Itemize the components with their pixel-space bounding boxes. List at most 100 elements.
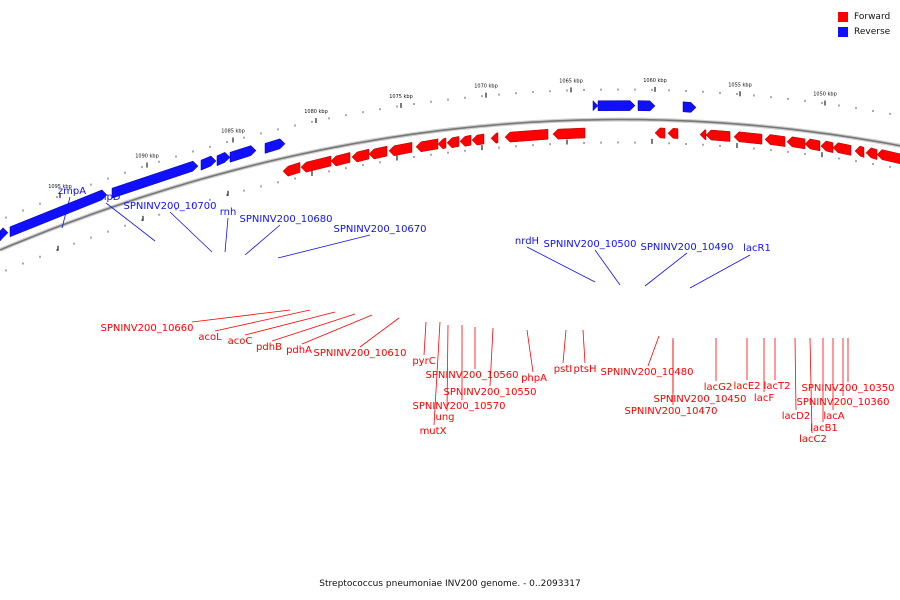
leader-line: [224, 217, 229, 253]
gene-label: lacA: [823, 411, 844, 422]
gene-arrow: [446, 136, 460, 149]
gene-arrow: [368, 145, 388, 160]
legend-item-forward: Forward: [838, 9, 890, 24]
gene-arrow: [865, 147, 878, 160]
leader-line: [446, 324, 449, 412]
gene-arrow: [637, 100, 656, 112]
gene-label: SPNINV200_10480: [600, 367, 693, 378]
gene-label: rnh: [220, 207, 237, 218]
gene-label: pdhB: [256, 342, 282, 353]
gene-label: SPNINV200_10470: [624, 406, 717, 417]
gene-label: SPNINV200_10500: [543, 239, 636, 250]
gene-arrow: [654, 127, 666, 139]
genome-backbone: [0, 117, 900, 252]
leader-line: [489, 327, 494, 387]
gene-arrow: [330, 152, 351, 167]
gene-arrow: [459, 134, 472, 147]
leader-line: [301, 314, 373, 345]
gene-label: zmpD: [91, 192, 120, 203]
gene-label: SPNINV200_10490: [640, 242, 733, 253]
gene-arrow: [200, 155, 217, 171]
reverse-swatch: [838, 26, 848, 37]
tick-label: 1070 kbp: [474, 84, 498, 90]
leader-line: [526, 246, 596, 283]
gene-arrow: [490, 132, 499, 144]
gene-arrow: [699, 129, 707, 141]
gene-arrow: [854, 145, 865, 158]
leader-line: [169, 211, 213, 253]
gene-arrow: [592, 100, 599, 111]
leader-line: [191, 309, 291, 323]
leader-line: [423, 321, 427, 356]
gene-label: SPNINV200_10700: [123, 201, 216, 212]
gene-label: SPNINV200_10560: [425, 370, 518, 381]
gene-label: nrdH: [515, 236, 539, 247]
gene-arrow: [552, 127, 586, 140]
leader-line: [644, 252, 688, 287]
gene-label: SPNINV200_10450: [653, 394, 746, 405]
gene-label: lacB1: [810, 423, 838, 434]
leader-line: [562, 329, 567, 364]
gene-label: SPNINV200_10570: [412, 401, 505, 412]
leader-line: [277, 234, 371, 259]
leader-line: [214, 309, 311, 332]
gene-arrow: [264, 138, 286, 154]
gene-arrow: [820, 140, 834, 154]
gene-label: lacE2: [733, 381, 760, 392]
gene-label: SPNINV200_10670: [333, 224, 426, 235]
gene-label: zmpA: [58, 186, 86, 197]
tick-label: 1085 kbp: [221, 128, 245, 134]
gene-arrow: [282, 162, 301, 177]
leader-line: [244, 224, 281, 256]
gene-label: lacF: [754, 393, 774, 404]
leader-line: [809, 337, 813, 434]
backbone-line: [0, 118, 900, 251]
gene-label: SPNINV200_10550: [443, 387, 536, 398]
leader-line: [647, 335, 660, 367]
gene-label: lacG2: [704, 382, 733, 393]
gene-arrow: [415, 138, 439, 153]
legend-label-reverse: Reverse: [854, 26, 891, 37]
gene-label: lacC2: [799, 434, 827, 445]
gene-label: acoL: [198, 332, 222, 343]
gene-arrow: [300, 155, 332, 173]
forward-swatch: [838, 11, 848, 22]
gene-arrow: [504, 129, 549, 143]
gene-label: pyrC: [412, 356, 435, 367]
gene-label: SPNINV200_10350: [801, 383, 894, 394]
gene-arrow: [764, 134, 786, 147]
gene-labels: zmpA zmpDSPNINV200_10700rnhSPNINV200_1068…: [58, 186, 895, 445]
gene-arrow: [597, 100, 636, 111]
tick-label: 1055 kbp: [728, 82, 752, 88]
gene-arrow: [471, 133, 485, 146]
gene-label: SPNINV200_10610: [313, 348, 406, 359]
tick-label: 1095 kbp: [48, 184, 72, 190]
gene-label: lacT2: [764, 381, 791, 392]
gene-arrow: [804, 138, 821, 152]
gene-arrow: [667, 128, 679, 139]
gene-arrow: [682, 101, 697, 113]
gene-arrow: [437, 137, 447, 150]
leader-line: [689, 254, 751, 289]
gene-arrow: [705, 129, 731, 142]
gene-label: pdhA: [286, 345, 312, 356]
leader-line: [61, 196, 71, 229]
leader-line: [582, 329, 586, 364]
leader-line: [271, 313, 356, 342]
tick-label: 1060 kbp: [643, 78, 667, 84]
leader-line: [105, 202, 156, 242]
legend: Forward Reverse: [838, 9, 890, 39]
tick-label: 1075 kbp: [389, 94, 413, 100]
gene-arrow: [0, 227, 9, 242]
legend-label-forward: Forward: [854, 11, 891, 22]
gene-label: mutX: [420, 426, 447, 437]
gene-arrow: [832, 142, 852, 156]
leader-line: [794, 337, 797, 411]
gene-arrow: [111, 160, 199, 199]
scale-ticks: 1095 kbp 1090 kbp 1085 kbp 1080 kbp 1075 kbp…: [5, 78, 891, 272]
gene-label: phpA: [521, 373, 547, 384]
gene-arrow: [388, 141, 413, 157]
leader-line: [359, 317, 400, 348]
gene-arrow: [216, 152, 231, 167]
